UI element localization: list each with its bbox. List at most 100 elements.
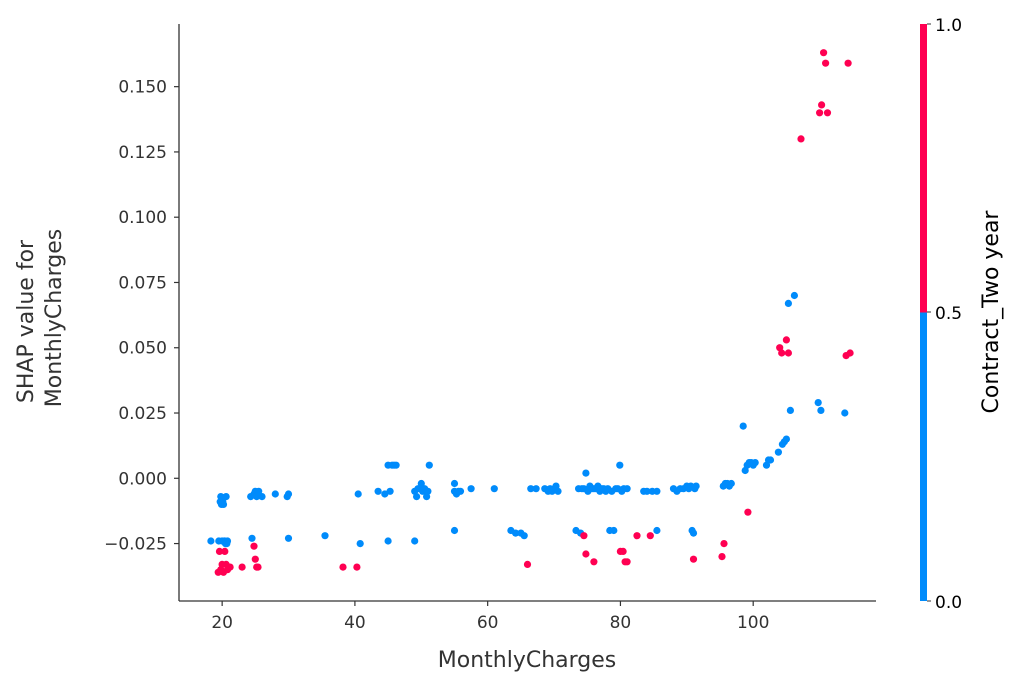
data-point-contract-0 xyxy=(425,461,433,469)
y-tick-label: 0.075 xyxy=(118,273,167,293)
data-point-contract-0 xyxy=(248,534,256,542)
data-point-contract-0 xyxy=(450,479,459,488)
data-point-contract-1 xyxy=(816,109,824,117)
data-point-contract-0 xyxy=(784,299,793,307)
data-point-contract-0 xyxy=(258,493,266,501)
data-point-contract-0 xyxy=(616,461,624,469)
y-tick-label: 0.025 xyxy=(118,404,167,424)
data-point-contract-1 xyxy=(215,547,224,556)
data-point-contract-0 xyxy=(467,485,475,493)
colorbar-tick-low: 0.0 xyxy=(935,593,962,613)
data-point-contract-0 xyxy=(417,479,425,488)
data-point-contract-0 xyxy=(814,399,822,407)
colorbar-tick-mid: 0.5 xyxy=(935,304,962,324)
data-point-contract-0 xyxy=(223,537,232,545)
data-point-contract-1 xyxy=(744,508,752,516)
x-tick-label: 20 xyxy=(211,613,233,633)
data-point-contract-1 xyxy=(221,547,229,556)
y-tick-label: 0.150 xyxy=(118,78,167,98)
data-point-contract-0 xyxy=(582,469,590,477)
colorbar xyxy=(920,24,927,601)
x-tick-label: 80 xyxy=(610,613,632,633)
data-point-contract-1 xyxy=(353,563,361,571)
data-point-contract-0 xyxy=(356,540,364,548)
data-point-contract-1 xyxy=(718,553,726,561)
data-point-contract-1 xyxy=(226,563,234,571)
y-axis-label-line-1: SHAP value for xyxy=(14,239,39,403)
data-point-contract-0 xyxy=(790,291,799,300)
data-point-contract-0 xyxy=(218,537,226,545)
data-point-contract-0 xyxy=(374,487,382,495)
data-point-contract-0 xyxy=(284,490,293,498)
data-point-contract-0 xyxy=(424,487,432,495)
data-point-contract-1 xyxy=(689,555,698,563)
data-point-contract-1 xyxy=(822,59,830,67)
data-point-contract-0 xyxy=(284,534,293,542)
data-point-contract-0 xyxy=(354,490,362,498)
data-point-contract-0 xyxy=(392,461,400,469)
data-point-contract-1 xyxy=(846,349,854,357)
y-tick-label: 0.100 xyxy=(118,208,167,228)
data-point-contract-0 xyxy=(456,487,465,495)
data-point-contract-0 xyxy=(751,459,759,467)
data-point-contract-0 xyxy=(255,487,263,495)
data-point-contract-1 xyxy=(633,532,641,540)
data-point-contract-1 xyxy=(238,563,246,571)
y-axis-label-line-2: MonthlyCharges xyxy=(42,229,67,408)
x-tick-label: 40 xyxy=(344,613,366,633)
data-point-contract-0 xyxy=(381,490,389,498)
colorbar-tick-high: 1.0 xyxy=(935,16,962,36)
data-point-contract-0 xyxy=(653,526,661,535)
data-point-contract-1 xyxy=(619,547,627,556)
y-tick-label: 0.125 xyxy=(118,143,167,163)
data-point-contract-1 xyxy=(823,109,832,117)
data-point-contract-1 xyxy=(254,563,262,571)
data-point-contract-0 xyxy=(207,537,215,545)
x-ticks: 20 40 60 80 100 xyxy=(211,601,769,633)
data-point-contract-1 xyxy=(844,59,852,67)
data-point-contract-0 xyxy=(411,537,419,545)
y-axis-label: SHAP value for MonthlyCharges xyxy=(14,229,67,408)
data-point-contract-0 xyxy=(520,532,528,540)
data-point-contract-1 xyxy=(820,49,828,57)
x-axis-label: MonthlyCharges xyxy=(438,648,617,673)
data-point-contract-1 xyxy=(582,550,590,558)
data-point-contract-0 xyxy=(321,532,329,540)
data-point-contract-0 xyxy=(384,537,392,545)
data-point-contract-0 xyxy=(271,490,279,498)
data-point-contract-0 xyxy=(689,529,698,537)
data-point-contract-0 xyxy=(610,526,618,535)
data-point-contract-1 xyxy=(623,558,631,566)
data-point-contract-0 xyxy=(786,406,795,414)
data-point-contract-0 xyxy=(817,406,825,414)
data-point-contract-0 xyxy=(386,487,394,495)
data-point-contract-0 xyxy=(490,485,498,493)
data-point-contract-0 xyxy=(692,482,700,490)
data-point-contract-0 xyxy=(766,456,775,464)
data-point-contract-0 xyxy=(774,448,783,456)
data-point-contract-0 xyxy=(727,479,735,488)
data-point-contract-0 xyxy=(527,485,535,493)
data-point-contract-1 xyxy=(250,542,258,550)
data-point-contract-1 xyxy=(590,558,598,566)
y-tick-label: −0.025 xyxy=(104,535,167,555)
data-point-contract-0 xyxy=(623,485,631,493)
data-point-contract-1 xyxy=(797,135,805,143)
data-point-contract-0 xyxy=(782,435,791,443)
data-point-contract-1 xyxy=(778,349,786,357)
data-point-contract-0 xyxy=(653,487,661,495)
data-point-contract-0 xyxy=(222,493,230,501)
colorbar-label: Contract_Two year xyxy=(979,210,1004,414)
data-point-contract-0 xyxy=(532,485,540,493)
data-point-contract-0 xyxy=(450,526,459,535)
data-point-contract-0 xyxy=(739,422,747,430)
data-point-contract-0 xyxy=(643,487,651,495)
data-point-contract-1 xyxy=(720,540,728,548)
x-tick-label: 100 xyxy=(737,613,769,633)
data-point-contract-0 xyxy=(511,529,520,537)
data-point-contract-0 xyxy=(413,493,421,501)
scatter-points xyxy=(207,49,854,576)
data-point-contract-1 xyxy=(251,555,259,563)
y-tick-label: 0.050 xyxy=(118,339,167,359)
